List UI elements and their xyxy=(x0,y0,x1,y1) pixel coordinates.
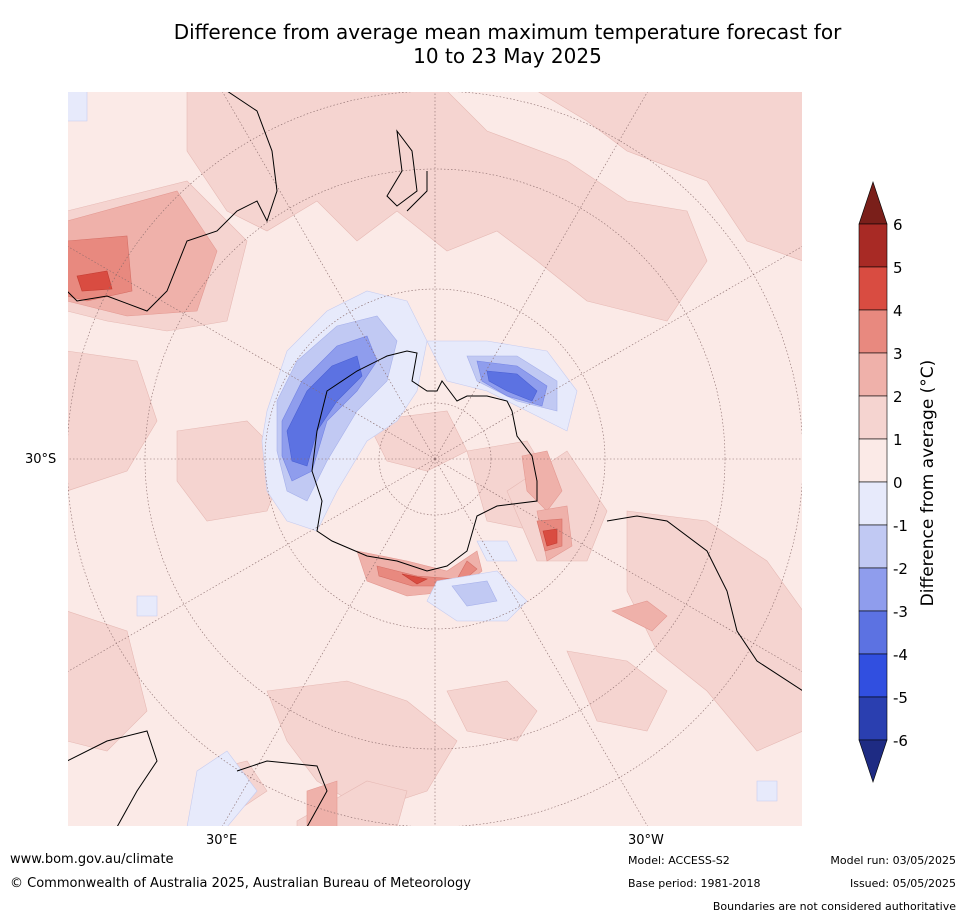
chart-title: Difference from average mean maximum tem… xyxy=(0,20,965,68)
coastline-madagascar xyxy=(236,760,328,827)
footer-issued: Issued: 05/05/2025 xyxy=(849,877,956,890)
footer-base-period: Base period: 1981-2018 xyxy=(628,877,761,890)
graticule xyxy=(67,91,803,827)
colorbar-title-text: Difference from average (°C) xyxy=(918,359,938,607)
colorbar-bin-5-6 xyxy=(858,223,888,268)
colorbar-bin-4-5 xyxy=(858,266,888,311)
temperature-anomaly-map xyxy=(67,91,803,827)
colorbar-tick: 3 xyxy=(893,345,903,363)
anomaly-4-to-5 xyxy=(76,270,558,585)
colorbar-bin-0-1 xyxy=(858,438,888,483)
colorbar-bin-2-3 xyxy=(858,352,888,397)
coastline-new-zealand xyxy=(386,129,428,212)
footer-model-run: Model run: 03/05/2025 xyxy=(830,854,956,867)
coastline-australia xyxy=(67,91,278,312)
coastline-south-america xyxy=(606,515,803,692)
colorbar-bin-m4-m3 xyxy=(858,610,888,655)
colorbar-tick: 6 xyxy=(893,216,903,234)
colorbar-bin-1-2 xyxy=(858,395,888,440)
colorbar-bin-m5-m4 xyxy=(858,653,888,698)
lon-label-30w: 30°W xyxy=(628,833,664,848)
colorbar-tick: -4 xyxy=(893,646,908,664)
colorbar-bin-m2-m1 xyxy=(858,524,888,569)
footer-copyright: © Commonwealth of Australia 2025, Austra… xyxy=(10,876,471,891)
coastline-africa xyxy=(67,730,158,827)
colorbar-extend-above xyxy=(858,181,888,225)
map-border xyxy=(67,91,803,827)
colorbar-tick: 2 xyxy=(893,388,903,406)
title-line-1: Difference from average mean maximum tem… xyxy=(173,20,842,44)
footer-website: www.bom.gov.au/climate xyxy=(10,852,174,867)
colorbar-bin-m3-m2 xyxy=(858,567,888,612)
colorbar-tick: -6 xyxy=(893,732,908,750)
colorbar-tick: 1 xyxy=(893,431,903,449)
colorbar-tick: 4 xyxy=(893,302,903,320)
anomaly-minus-4-to-minus-3 xyxy=(286,355,538,467)
anomaly-1-to-2 xyxy=(67,91,803,827)
colorbar-tick: -5 xyxy=(893,689,908,707)
lon-label-30e: 30°E xyxy=(206,833,238,848)
colorbar-tick: -3 xyxy=(893,603,908,621)
coastlines xyxy=(67,91,803,827)
colorbar-bin-3-4 xyxy=(858,309,888,354)
title-line-2: 10 to 23 May 2025 xyxy=(413,44,602,68)
colorbar-tick: -1 xyxy=(893,517,908,535)
colorbar-tick: 0 xyxy=(893,474,903,492)
colorbar-bin-m6-m5 xyxy=(858,696,888,741)
coastline-antarctica xyxy=(311,350,538,572)
colorbar-bin-m1-0 xyxy=(858,481,888,526)
colorbar: 6 5 4 3 2 1 0 -1 -2 -3 -4 -5 -6 xyxy=(858,181,908,783)
colorbar-tick: 5 xyxy=(893,259,903,277)
footer-model: Model: ACCESS-S2 xyxy=(628,854,730,867)
colorbar-extend-below xyxy=(858,739,888,783)
lat-label-30s: 30°S xyxy=(25,452,57,467)
footer-disclaimer: Boundaries are not considered authoritat… xyxy=(712,900,956,913)
colorbar-tick: -2 xyxy=(893,560,908,578)
